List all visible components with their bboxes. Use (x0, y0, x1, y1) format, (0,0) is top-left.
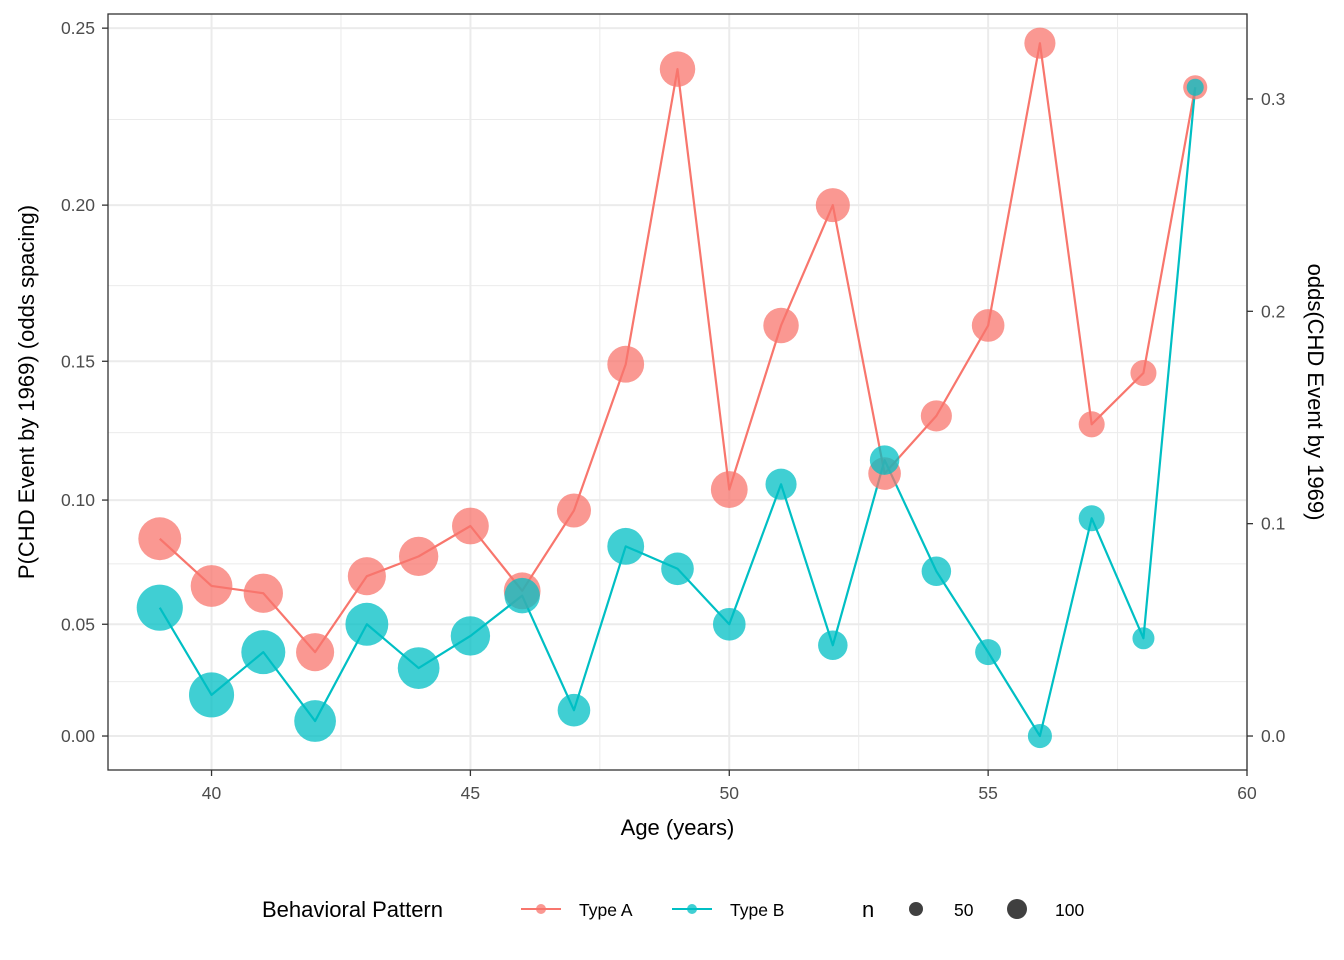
data-point-type-b (607, 527, 645, 565)
data-point-type-a (398, 536, 439, 577)
legend-key-type-a (521, 904, 561, 914)
data-point-type-b (1027, 723, 1052, 749)
legend-key-type-b (672, 904, 712, 914)
legend-swatch-point (536, 904, 546, 914)
x-tick-label: 50 (720, 783, 740, 803)
data-point-type-b (189, 672, 235, 718)
data-point-type-a (763, 307, 799, 344)
grid-lines (108, 14, 1248, 770)
data-point-type-b (661, 552, 694, 586)
y2-tick-label: 0.2 (1261, 301, 1285, 321)
y-tick-label: 0.05 (61, 614, 95, 634)
data-point-type-b (557, 693, 591, 727)
legend-label-type-a: Type A (579, 900, 633, 920)
y-tick-label: 0.00 (61, 726, 95, 746)
data-point-type-a (1024, 27, 1056, 59)
data-point-type-b (504, 577, 540, 614)
data-point-type-b (136, 584, 183, 631)
legend-size-label-large: 100 (1055, 900, 1084, 920)
panel-background (108, 14, 1247, 770)
data-point-type-a (1078, 411, 1105, 438)
legend-size-title: n (862, 897, 874, 922)
data-point-type-b (818, 630, 848, 660)
data-point-type-a (1130, 359, 1157, 386)
legend-swatch-point (687, 904, 697, 914)
data-point-type-b (869, 445, 900, 475)
data-point-type-b (294, 700, 336, 742)
legend-size-label-small: 50 (954, 900, 974, 920)
y2-tick-label: 0.0 (1261, 726, 1286, 746)
data-point-type-a (920, 400, 952, 432)
data-point-type-b (975, 639, 1002, 666)
data-point-type-a (710, 471, 748, 508)
data-point-type-b (765, 468, 797, 500)
y-tick-label: 0.20 (61, 195, 95, 215)
legend: Behavioral Pattern Type A Type B n 50 10… (262, 897, 1084, 922)
data-point-type-a (190, 565, 233, 607)
legend-size-point-large (1007, 899, 1027, 919)
data-point-type-b (1186, 78, 1204, 96)
data-point-type-a (296, 633, 335, 672)
data-point-type-b (1132, 627, 1155, 650)
y2-axis-title: odds(CHD Event by 1969) (1303, 264, 1328, 521)
x-tick-label: 60 (1237, 783, 1257, 803)
panel-border (107, 13, 1248, 771)
y-tick-label: 0.25 (61, 18, 95, 38)
data-point-type-a (607, 345, 645, 383)
y-tick-label: 0.10 (61, 490, 95, 510)
data-point-type-b (450, 616, 491, 656)
axes: 40 45 50 55 60 0.00 0.05 0.10 0.15 0.20 0.25 0.0 0.1… (61, 18, 1286, 803)
legend-size-point-small (909, 902, 923, 916)
data-point-type-a (971, 309, 1005, 342)
data-point-type-a (815, 188, 850, 223)
x-tick-label: 40 (202, 783, 222, 803)
y2-tick-label: 0.3 (1261, 89, 1285, 109)
y-axis-title: P(CHD Event by 1969) (odds spacing) (14, 205, 39, 579)
legend-label-type-b: Type B (730, 900, 784, 920)
y-tick-label: 0.15 (61, 351, 95, 371)
data-point-type-a (556, 493, 591, 528)
x-axis-title: Age (years) (621, 815, 735, 840)
data-point-type-b (397, 647, 440, 689)
data-point-type-b (345, 602, 389, 646)
plot-panel (107, 13, 1248, 771)
data-point-type-b (241, 630, 286, 675)
data-point-type-b (1078, 505, 1105, 532)
legend-color-title: Behavioral Pattern (262, 897, 443, 922)
series-layer (136, 27, 1208, 749)
x-tick-label: 45 (461, 783, 480, 803)
data-point-type-a (138, 517, 182, 561)
data-point-type-a (347, 557, 386, 596)
data-point-type-a (243, 573, 283, 613)
x-tick-label: 55 (978, 783, 997, 803)
data-point-type-b (712, 607, 746, 641)
data-point-type-b (921, 556, 952, 587)
y2-tick-label: 0.1 (1261, 514, 1285, 534)
data-point-type-a (659, 51, 696, 87)
data-point-type-a (452, 507, 489, 545)
